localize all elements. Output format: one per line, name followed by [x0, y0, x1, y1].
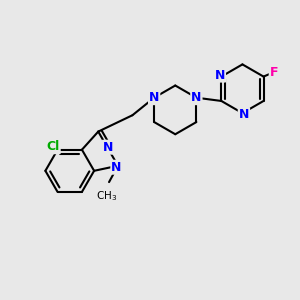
Text: N: N — [111, 161, 122, 174]
Text: N: N — [239, 108, 249, 121]
Text: F: F — [270, 66, 278, 79]
Text: N: N — [191, 91, 202, 104]
Text: N: N — [215, 69, 225, 82]
Text: N: N — [149, 91, 159, 104]
Text: N: N — [103, 141, 113, 154]
Text: Cl: Cl — [46, 140, 60, 153]
Text: CH$_3$: CH$_3$ — [96, 190, 117, 203]
